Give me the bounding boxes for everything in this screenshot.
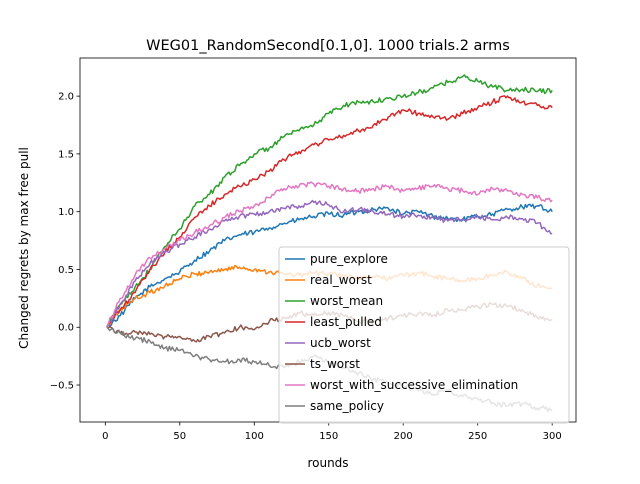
legend: pure_explore real_worst worst_mean least_pu…: [278, 246, 570, 424]
legend-label: pure_explore: [310, 252, 388, 266]
y-tick-label: 0.5: [58, 265, 74, 276]
y-tick-label: 2.0: [58, 92, 74, 103]
y-axis-label: Changed regrets by max free pull: [17, 147, 31, 349]
x-tick-label: 200: [394, 431, 413, 442]
chart-title: WEG01_RandomSecond[0.1,0]. 1000 trials.2…: [146, 38, 510, 54]
legend-label: ts_worst: [310, 357, 360, 371]
legend-label: same_policy: [310, 399, 384, 413]
legend-label: worst_with_successive_elimination: [310, 378, 518, 392]
series-line-worst-with-successive-elimination: [106, 181, 553, 328]
legend-label: worst_mean: [310, 294, 383, 308]
y-tick-label: 1.5: [58, 149, 74, 160]
x-axis: 0 50 100 150 200 250 300: [102, 422, 562, 442]
legend-label: least_pulled: [310, 315, 382, 329]
y-tick-label: −0.5: [50, 381, 74, 392]
x-tick-label: 100: [245, 431, 264, 442]
legend-label: ucb_worst: [310, 336, 371, 350]
y-tick-label: 0.0: [58, 323, 74, 334]
x-tick-label: 250: [468, 431, 487, 442]
legend-label: real_worst: [310, 273, 372, 287]
x-tick-label: 300: [543, 431, 562, 442]
series-line-least-pulled: [106, 95, 553, 328]
x-tick-label: 0: [102, 431, 108, 442]
legend-box: [278, 246, 570, 424]
x-tick-label: 150: [319, 431, 338, 442]
x-axis-label: rounds: [307, 456, 348, 470]
series-line-ucb-worst: [106, 199, 553, 328]
y-tick-label: 1.0: [58, 207, 74, 218]
y-axis: −0.5 0.0 0.5 1.0 1.5 2.0: [50, 92, 80, 392]
series-line-worst-mean: [106, 74, 553, 328]
x-tick-label: 50: [173, 431, 186, 442]
